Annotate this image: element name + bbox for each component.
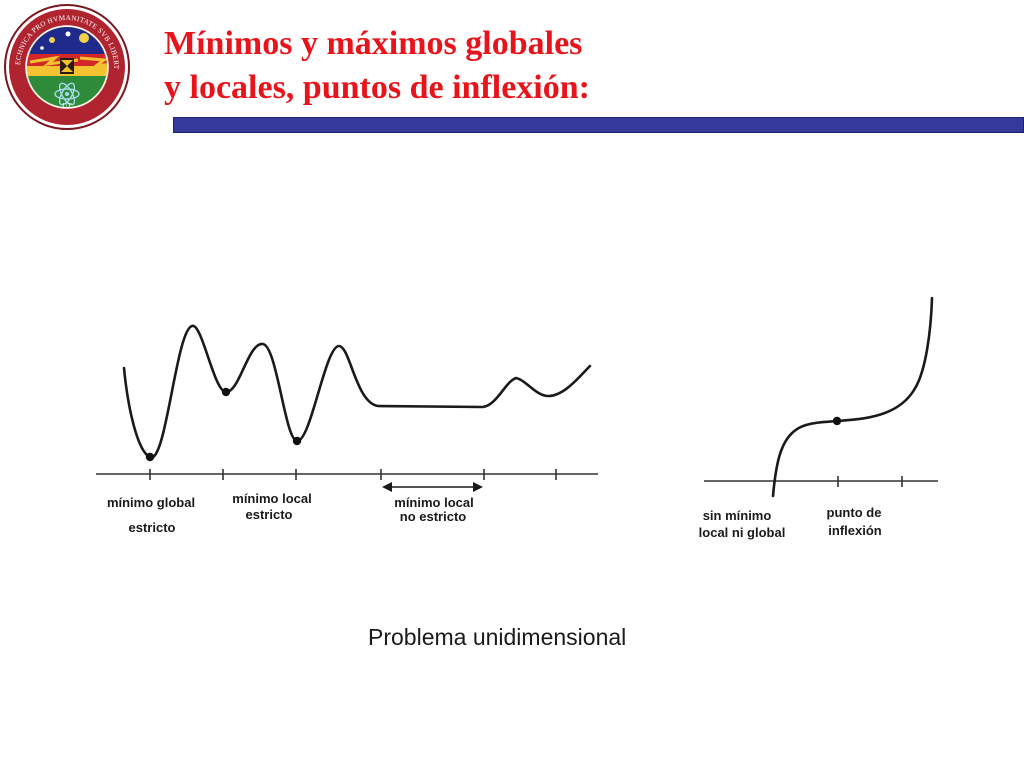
left-diagram: mínimo global estricto mínimo local estr…: [96, 324, 598, 535]
label-no-min-line-2: local ni global: [699, 525, 786, 540]
right-function-curve: [771, 296, 934, 498]
label-min-local-ns-line-2: no estricto: [400, 509, 467, 524]
seal-ring-bottom-text: UT: [62, 101, 73, 110]
left-function-curve: [122, 324, 592, 459]
svg-text:UT: UT: [62, 101, 73, 110]
global-min-point: [145, 452, 155, 462]
label-no-min-line-1: sin mínimo: [703, 508, 772, 523]
label-min-local-ns-line-1: mínimo local: [394, 495, 473, 510]
university-seal-logo: SCIENTIA ET TECHNICA PRO HVMANITATE SVB …: [0, 0, 130, 130]
right-diagram: sin mínimo local ni global punto de infl…: [699, 296, 938, 540]
label-min-global-line-2: estricto: [129, 520, 176, 535]
label-min-local-line-2: estricto: [246, 507, 293, 522]
slide-caption: Problema unidimensional: [368, 624, 627, 650]
slide-title-line-1: Mínimos y máximos globales: [164, 25, 583, 62]
label-min-global-line-1: mínimo global: [107, 495, 195, 510]
inflection-point: [832, 416, 842, 426]
slide-title-line-2: y locales, puntos de inflexión:: [164, 69, 590, 106]
slide-title: Mínimos y máximos globales y locales, pu…: [164, 22, 590, 110]
label-min-local-line-1: mínimo local: [232, 491, 311, 506]
label-inflection-line-1: punto de: [827, 505, 882, 520]
local-min-point-2: [292, 436, 302, 446]
label-inflection-line-2: inflexión: [828, 523, 882, 538]
non-strict-interval-arrow: [382, 482, 483, 492]
local-min-point: [221, 387, 231, 397]
right-axis-ticks: [837, 476, 903, 487]
left-axis-ticks: [149, 469, 557, 480]
